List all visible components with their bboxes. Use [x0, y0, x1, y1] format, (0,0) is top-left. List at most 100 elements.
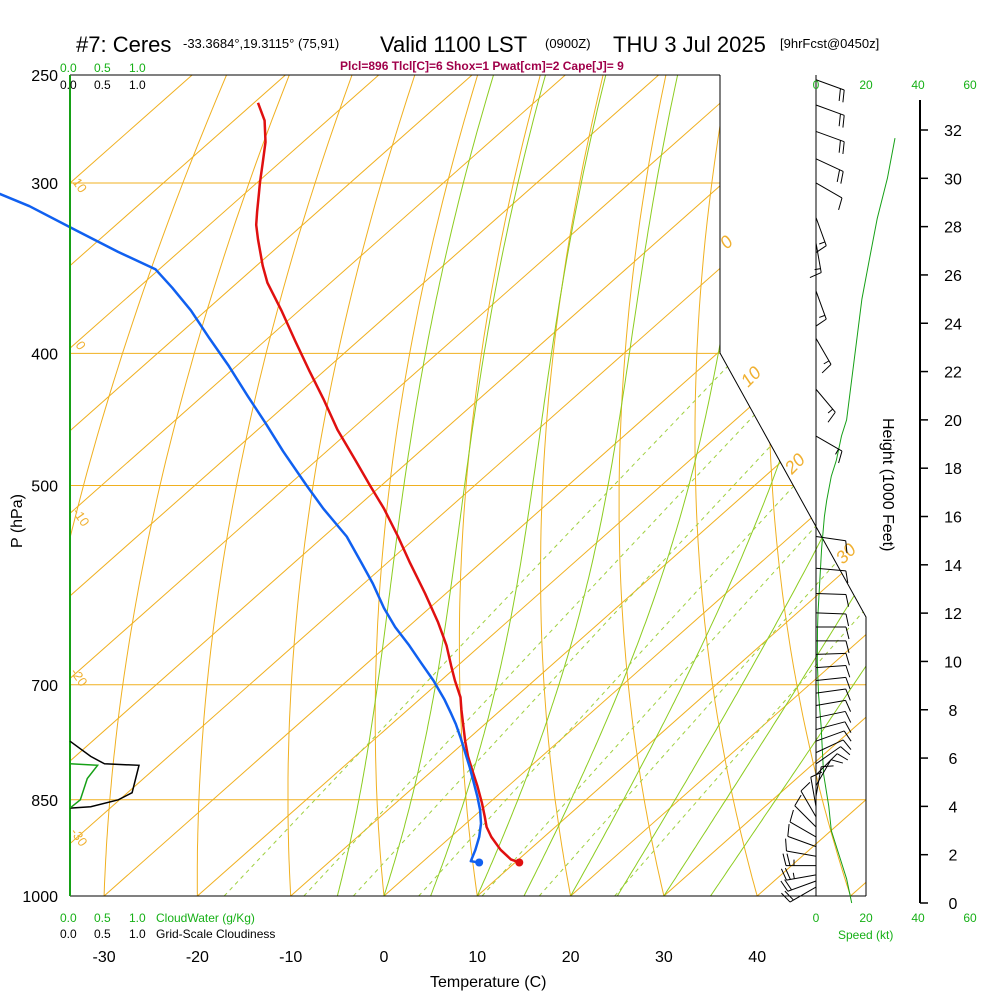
- forecast-date: THU 3 Jul 2025: [613, 32, 766, 57]
- wind-barb: [815, 699, 852, 712]
- wind-barb-flag: [845, 626, 850, 640]
- wind-barb-staff: [815, 753, 838, 776]
- wind-barb: [815, 567, 849, 584]
- wind-barb-flag: [784, 867, 791, 880]
- wind-top-scale-tick: 40: [911, 78, 925, 92]
- wind-barb-staff: [815, 338, 832, 365]
- isotherm-line: [290, 75, 866, 896]
- height-tick-label: 4: [949, 799, 958, 816]
- cloud-top-scale-tick: 0.5: [94, 61, 111, 75]
- wind-barb: [815, 182, 843, 211]
- x-axis-title: Temperature (C): [430, 974, 546, 991]
- wind-barb-flag: [836, 753, 849, 761]
- wind-barb-flag: [786, 853, 791, 866]
- wind-barb-flag: [815, 245, 827, 254]
- wind-barb: [815, 652, 850, 666]
- wind-barb: [815, 739, 852, 754]
- wind-barb-flag: [838, 197, 843, 211]
- isotherm-line: [70, 75, 753, 896]
- height-tick-label: 22: [944, 365, 962, 382]
- isotherm-line: [70, 75, 566, 896]
- wind-barb-staff: [815, 242, 822, 273]
- wind-barb-staff: [800, 790, 817, 818]
- height-axis-title: Height (1000 Feet): [879, 418, 896, 551]
- wind-barb: [815, 79, 845, 103]
- height-tick-label: 16: [944, 510, 962, 527]
- cloudiness-bottom-scale-tick: 0.0: [60, 927, 77, 941]
- wind-barb: [815, 435, 843, 464]
- pressure-tick-label: 850: [31, 793, 58, 810]
- wind-barb-staff: [815, 676, 846, 682]
- height-tick-label: 12: [944, 606, 962, 623]
- cloud-panel: 0.0 0.5 1.0 0.0 0.5 1.0 0.0 0.5 1.0 0.0 0.5 1.0: [60, 61, 146, 941]
- wind-top-scale-tick: 20: [859, 78, 873, 92]
- wind-barb: [815, 536, 848, 554]
- cloud-water-profile: [69, 763, 100, 809]
- wind-barb-half-flag: [819, 314, 826, 318]
- wind-barb: [815, 721, 852, 733]
- wind-barb: [815, 217, 827, 254]
- wind-barb-staff: [815, 290, 827, 320]
- wind-top-scale-tick: 0: [813, 78, 820, 92]
- cloudiness-bottom-scale-tick: 1.0: [129, 927, 146, 941]
- wind-barb-staff: [815, 79, 845, 91]
- temperature-tick-label: 20: [562, 949, 580, 966]
- y-axis-title: P (hPa): [9, 494, 26, 548]
- wind-barb-staff: [815, 652, 846, 655]
- wind-barb-staff: [815, 688, 846, 694]
- forecast-info: [9hrFcst@0450z]: [780, 36, 879, 51]
- wind-barb-flag: [821, 363, 832, 374]
- wind-barb: [815, 746, 851, 765]
- moist-adiabat-line: [383, 75, 546, 896]
- wind-barb: [815, 592, 850, 607]
- isotherm-line: [663, 75, 866, 896]
- wind-barb-staff: [815, 612, 846, 615]
- height-tick-label: 20: [944, 413, 962, 430]
- wind-barb-flag: [840, 171, 844, 184]
- cloudiness-label: Grid-Scale Cloudiness: [156, 927, 275, 941]
- wind-barb-staff: [815, 567, 846, 572]
- temperature-tick-label: -20: [186, 949, 209, 966]
- moist-adiabat-line: [336, 75, 494, 896]
- wind-barb-flag: [845, 665, 851, 678]
- pressure-tick-label: 250: [31, 68, 58, 85]
- moist-adiabat-line: [663, 75, 866, 896]
- wind-barb-flag: [780, 880, 789, 892]
- cloud-top-scale-black-tick: 1.0: [129, 78, 146, 92]
- mixing-ratio-line: [303, 352, 814, 896]
- wind-barb-staff: [815, 592, 846, 596]
- wind-barb: [815, 676, 851, 690]
- temperature-tick-label: 30: [655, 949, 673, 966]
- wind-barb-staff: [787, 835, 817, 848]
- height-tick-label: 30: [944, 171, 962, 188]
- dry-adiabat-line: [374, 75, 479, 896]
- wind-barb-staff: [789, 821, 817, 838]
- wind-bottom-scale-tick: 60: [963, 911, 977, 925]
- mixing-ratio-line: [614, 352, 866, 896]
- wind-barb-staff: [815, 730, 845, 742]
- isotherm-line: [70, 75, 473, 896]
- wind-barb-flag: [815, 318, 827, 327]
- wind-bottom-scale-tick: 40: [911, 911, 925, 925]
- wind-barb-flag: [787, 824, 790, 837]
- mixing-ratio-label: 5: [428, 903, 435, 918]
- height-tick-label: 0: [949, 896, 958, 913]
- wind-barb-staff: [810, 777, 817, 807]
- dry-adiabat-line: [909, 75, 1000, 896]
- wind-barb: [787, 824, 817, 848]
- wind-barb: [785, 838, 817, 857]
- mixing-ratio-label: 3: [364, 903, 371, 918]
- wind-barb: [782, 853, 816, 867]
- station-title: #7: Ceres: [76, 32, 171, 57]
- wind-barb-flag: [782, 853, 787, 866]
- station-coords: -33.3684°,19.3115° (75,91): [183, 36, 339, 51]
- wind-barb-staff: [794, 805, 817, 828]
- wind-barb: [815, 730, 852, 742]
- height-tick-label: 6: [949, 751, 958, 768]
- speed-label: Speed (kt): [838, 928, 893, 942]
- isotherm-line: [850, 75, 866, 896]
- plot-right-boundary: [719, 75, 867, 896]
- cloud-top-scale-tick: 0.0: [60, 61, 77, 75]
